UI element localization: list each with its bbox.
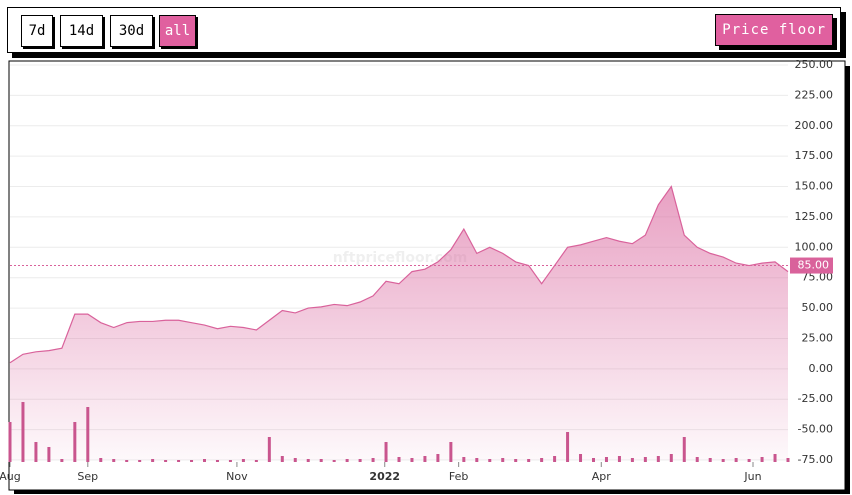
volume-bar <box>656 456 660 462</box>
volume-bar <box>747 459 751 462</box>
series-toggle[interactable]: Price floor <box>715 14 833 46</box>
volume-bar <box>734 458 738 462</box>
x-tick-label: Sep <box>77 470 98 483</box>
volume-bar <box>125 460 129 462</box>
y-tick-label: 250.00 <box>795 58 834 71</box>
volume-bar <box>436 454 440 462</box>
volume-bar <box>306 459 310 462</box>
y-tick-label: -25.00 <box>798 392 833 405</box>
volume-bar <box>332 460 336 462</box>
volume-bar <box>34 442 38 462</box>
x-tick-label: Jun <box>743 470 761 483</box>
volume-bar <box>475 458 479 462</box>
volume-bar <box>319 459 323 462</box>
volume-bar <box>462 457 466 462</box>
y-tick-label: 200.00 <box>795 119 834 132</box>
volume-bar <box>397 457 401 462</box>
volume-bar <box>190 460 194 462</box>
range-button[interactable]: all <box>159 15 196 47</box>
shadow <box>14 490 850 494</box>
volume-bar <box>241 459 245 462</box>
volume-bar <box>151 459 155 462</box>
y-tick-label: 50.00 <box>802 301 834 314</box>
volume-bar <box>112 459 116 462</box>
volume-bar <box>721 459 725 462</box>
x-tick-label: Nov <box>226 470 248 483</box>
y-tick-label: 150.00 <box>795 180 834 193</box>
area <box>10 186 788 461</box>
volume-bar <box>617 456 621 462</box>
volume-bar <box>579 454 583 462</box>
shadow <box>845 66 850 494</box>
reference-label-box <box>790 257 833 274</box>
y-tick-label: 0.00 <box>809 362 834 375</box>
x-tick-label: 2022 <box>369 470 400 483</box>
volume-bar <box>280 456 284 462</box>
volume-bar <box>203 459 206 462</box>
y-tick-label: 125.00 <box>795 210 834 223</box>
volume-bar <box>527 459 531 462</box>
volume-bar <box>345 459 349 462</box>
line <box>9 185 789 364</box>
volume-bar <box>228 460 232 462</box>
y-tick-label: 100.00 <box>795 240 834 253</box>
x-tick-label: Aug <box>0 470 21 483</box>
volume-bar <box>708 458 712 462</box>
volume-bar <box>371 458 375 462</box>
volume-bar <box>215 460 219 462</box>
range-button[interactable]: 14d <box>60 15 103 47</box>
y-tick-label: 25.00 <box>802 331 834 344</box>
volume-bar <box>267 437 271 462</box>
volume-bar <box>358 459 362 462</box>
volume-bar <box>501 458 505 462</box>
volume-bar <box>682 437 686 462</box>
y-tick-label: -75.00 <box>798 453 833 466</box>
range-button[interactable]: 30d <box>110 15 153 47</box>
volume-bar <box>604 457 608 462</box>
volume-bar <box>630 458 634 462</box>
toolbar: Price floor 7d 14d 30d all <box>7 7 841 53</box>
volume-bar <box>47 447 51 462</box>
volume-bar <box>423 456 427 462</box>
volume-bar <box>164 460 168 462</box>
volume-bar <box>760 457 764 462</box>
volume-bar <box>592 458 595 462</box>
volume-bar <box>86 407 90 462</box>
volume-bar <box>786 458 790 462</box>
volume-bar <box>8 422 12 462</box>
volume-bar <box>138 460 142 462</box>
volume-bar <box>60 459 64 462</box>
volume-bar <box>99 458 103 462</box>
watermark: nftpricefloor.com <box>333 250 468 266</box>
volume-bar <box>177 460 181 462</box>
volume-bar <box>540 458 544 462</box>
volume-bar <box>21 402 25 462</box>
y-tick-label: 75.00 <box>802 271 834 284</box>
range-button[interactable]: 7d <box>21 15 53 47</box>
y-tick-label: -50.00 <box>798 423 833 436</box>
y-tick-label: 175.00 <box>795 149 834 162</box>
volume-bar <box>514 459 518 462</box>
x-tick-label: Apr <box>592 470 612 483</box>
volume-bar <box>410 458 414 462</box>
volume-bar <box>566 432 570 462</box>
volume-bar <box>773 454 777 462</box>
reference-label: 85.00 <box>798 259 830 272</box>
volume-bar <box>643 457 647 462</box>
volume-bar <box>553 456 557 462</box>
volume-bar <box>384 442 388 462</box>
volume-bar <box>73 422 77 462</box>
volume-bar <box>254 460 258 462</box>
volume-bar <box>449 442 453 462</box>
volume-bar <box>293 458 297 462</box>
volume-bar <box>669 454 673 462</box>
volume-bar <box>695 457 699 462</box>
y-tick-label: 225.00 <box>795 88 834 101</box>
volume-bar <box>488 459 492 462</box>
x-tick-label: Feb <box>449 470 468 483</box>
